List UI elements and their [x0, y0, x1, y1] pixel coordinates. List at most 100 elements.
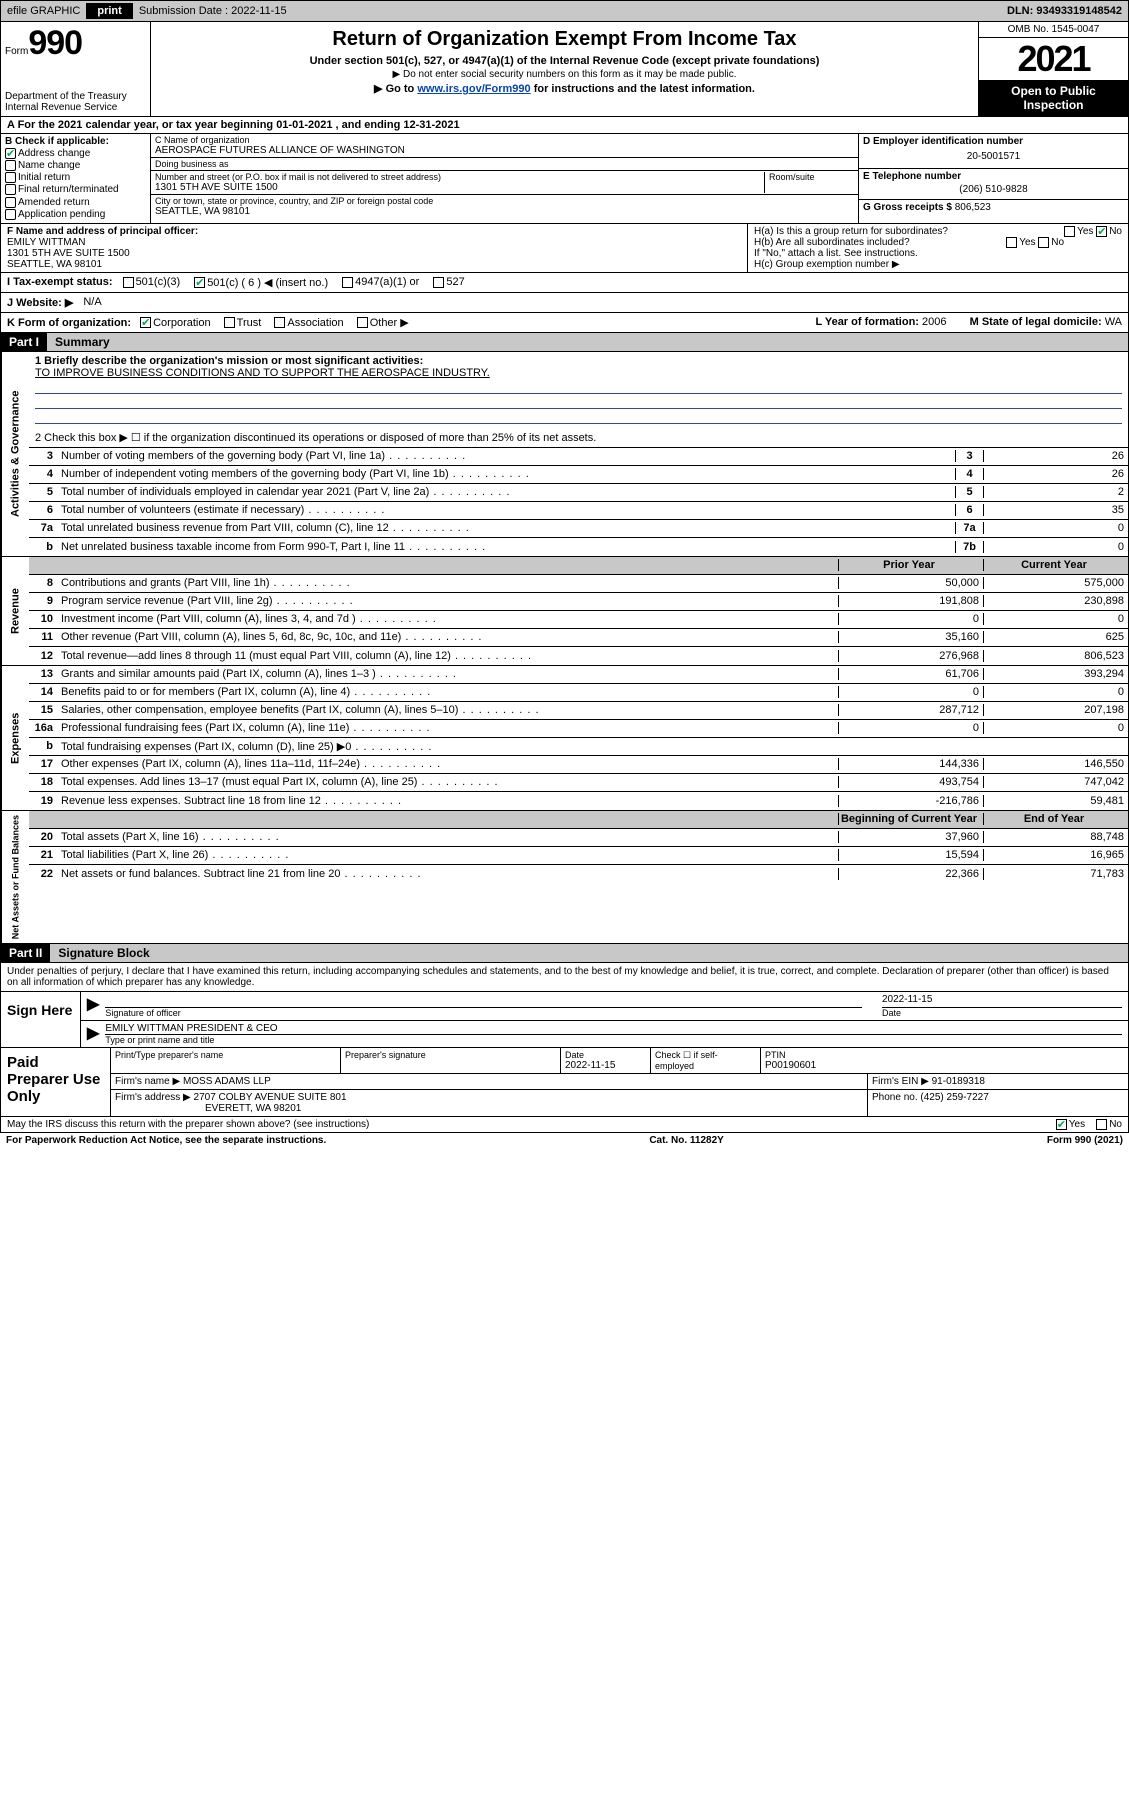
table-row: 20 Total assets (Part X, line 16) 37,960… [29, 829, 1128, 847]
prep-ptin-hdr: PTIN [765, 1050, 1124, 1060]
form-header: Form990 Department of the Treasury Inter… [0, 22, 1129, 117]
prep-date-hdr: Date [565, 1050, 646, 1060]
ein-val: 20-5001571 [863, 147, 1124, 166]
gross-val: 806,523 [955, 202, 991, 213]
footer-final: For Paperwork Reduction Act Notice, see … [0, 1133, 1129, 1148]
side-exp: Expenses [1, 666, 29, 810]
table-row: b Net unrelated business taxable income … [29, 538, 1128, 556]
table-row: 21 Total liabilities (Part X, line 26) 1… [29, 847, 1128, 865]
prep-date: 2022-11-15 [565, 1060, 646, 1071]
officer-name: EMILY WITTMAN [7, 237, 741, 248]
colb-item: Address change [5, 148, 146, 159]
form-title: Return of Organization Exempt From Incom… [159, 28, 970, 51]
prior-year-hdr: Prior Year [838, 559, 983, 571]
part2-bar: Part II Signature Block [0, 944, 1129, 963]
colb-check-0[interactable] [5, 148, 16, 159]
k-trust-check[interactable] [224, 317, 235, 328]
paperwork-notice: For Paperwork Reduction Act Notice, see … [6, 1135, 326, 1146]
ha-no-check[interactable] [1096, 226, 1107, 237]
discuss-no-check[interactable] [1096, 1119, 1107, 1130]
k-other-check[interactable] [357, 317, 368, 328]
addr-hdr: Number and street (or P.O. box if mail i… [155, 172, 764, 182]
col-de: D Employer identification number 20-5001… [858, 134, 1128, 223]
side-gov: Activities & Governance [1, 352, 29, 556]
k-label: K Form of organization: [7, 317, 131, 329]
j-label: J Website: ▶ [7, 296, 73, 309]
form-prefix: Form [5, 46, 28, 57]
form-year-box: OMB No. 1545-0047 2021 Open to Public In… [978, 22, 1128, 116]
k-assoc-check[interactable] [274, 317, 285, 328]
side-rev: Revenue [1, 557, 29, 665]
sig-date: 2022-11-15 [882, 994, 1122, 1008]
colb-check-3[interactable] [5, 184, 16, 195]
colb-check-1[interactable] [5, 160, 16, 171]
firm-addr1: 2707 COLBY AVENUE SUITE 801 [194, 1092, 347, 1103]
table-row: 11 Other revenue (Part VIII, column (A),… [29, 629, 1128, 647]
table-row: 14 Benefits paid to or for members (Part… [29, 684, 1128, 702]
part2-label: Part II [1, 944, 50, 962]
col-f-officer: F Name and address of principal officer:… [1, 224, 748, 272]
table-row: 17 Other expenses (Part IX, column (A), … [29, 756, 1128, 774]
table-row: 18 Total expenses. Add lines 13–17 (must… [29, 774, 1128, 792]
i-501c3-check[interactable] [123, 277, 134, 288]
sig-declaration: Under penalties of perjury, I declare th… [1, 963, 1128, 992]
colb-item: Final return/terminated [5, 184, 146, 195]
tax-year: 2021 [979, 38, 1128, 80]
table-row: 10 Investment income (Part VIII, column … [29, 611, 1128, 629]
firm-addr2: EVERETT, WA 98201 [115, 1103, 863, 1114]
net-table: Net Assets or Fund Balances Beginning of… [0, 811, 1129, 944]
colb-check-4[interactable] [5, 197, 16, 208]
block-bcde: B Check if applicable: Address changeNam… [0, 134, 1129, 224]
officer-addr2: SEATTLE, WA 98101 [7, 259, 741, 270]
col-b-checkboxes: B Check if applicable: Address changeNam… [1, 134, 151, 223]
phone-val: (206) 510-9828 [863, 182, 1124, 197]
officer-addr1: 1301 5TH AVE SUITE 1500 [7, 248, 741, 259]
irs-link[interactable]: www.irs.gov/Form990 [417, 83, 530, 95]
sig-arrow2-icon: ▶ [87, 1023, 99, 1045]
col-h: H(a) Is this a group return for subordin… [748, 224, 1128, 272]
firm-phone-lbl: Phone no. [872, 1092, 918, 1103]
discuss-yes-check[interactable] [1056, 1119, 1067, 1130]
table-row: 16a Professional fundraising fees (Part … [29, 720, 1128, 738]
prep-sig-hdr: Preparer's signature [345, 1050, 556, 1060]
table-row: 8 Contributions and grants (Part VIII, l… [29, 575, 1128, 593]
part1-title: Summary [47, 333, 118, 351]
l-val: 2006 [922, 316, 946, 328]
dept-label: Department of the Treasury Internal Reve… [5, 91, 146, 113]
firm-name-lbl: Firm's name ▶ [115, 1076, 180, 1087]
colb-item: Application pending [5, 209, 146, 220]
i-4947-check[interactable] [342, 277, 353, 288]
prep-name-hdr: Print/Type preparer's name [115, 1050, 336, 1060]
form-note-ssn: ▶ Do not enter social security numbers o… [159, 69, 970, 80]
block-fh: F Name and address of principal officer:… [0, 224, 1129, 273]
table-row: 19 Revenue less expenses. Subtract line … [29, 792, 1128, 810]
print-button[interactable]: print [87, 3, 132, 19]
k-corp-check[interactable] [140, 317, 151, 328]
org-name: AEROSPACE FUTURES ALLIANCE OF WASHINGTON [155, 145, 854, 156]
phone-label: E Telephone number [863, 171, 1124, 182]
line1-label: 1 Briefly describe the organization's mi… [35, 355, 1122, 367]
hb-row: H(b) Are all subordinates included? Yes … [754, 237, 1122, 248]
col-c-org: C Name of organization AEROSPACE FUTURES… [151, 134, 858, 223]
table-row: 3 Number of voting members of the govern… [29, 448, 1128, 466]
colb-check-2[interactable] [5, 172, 16, 183]
i-501c-check[interactable] [194, 277, 205, 288]
hb-no-check[interactable] [1038, 237, 1049, 248]
colb-check-5[interactable] [5, 209, 16, 220]
officer-label: F Name and address of principal officer: [7, 226, 741, 237]
topbar: efile GRAPHIC print Submission Date : 20… [0, 0, 1129, 22]
sig-arrow-icon: ▶ [87, 994, 99, 1018]
dba-hdr: Doing business as [155, 159, 854, 169]
hc-row: H(c) Group exemption number ▶ [754, 259, 1122, 270]
form-subtitle: Under section 501(c), 527, or 4947(a)(1)… [159, 55, 970, 67]
m-label: M State of legal domicile: [970, 316, 1102, 328]
discuss-row: May the IRS discuss this return with the… [0, 1117, 1129, 1133]
addr-val: 1301 5TH AVE SUITE 1500 [155, 182, 764, 193]
i-527-check[interactable] [433, 277, 444, 288]
hb-yes-check[interactable] [1006, 237, 1017, 248]
table-row: b Total fundraising expenses (Part IX, c… [29, 738, 1128, 756]
sig-name-title: EMILY WITTMAN PRESIDENT & CEO [105, 1023, 1122, 1035]
i-label: I Tax-exempt status: [7, 276, 113, 288]
ha-yes-check[interactable] [1064, 226, 1075, 237]
gov-table: Activities & Governance 1 Briefly descri… [0, 352, 1129, 557]
